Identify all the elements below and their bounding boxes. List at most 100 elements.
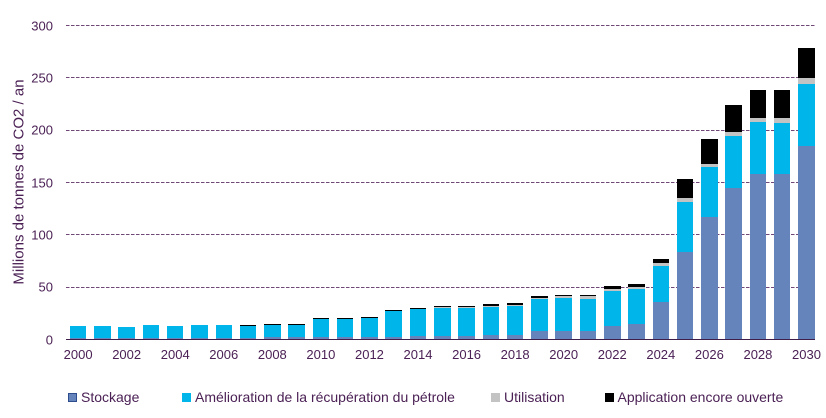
bar-2010-application [312, 318, 330, 320]
bar-2015-utilisation [434, 307, 451, 308]
bar-2029-utilisation [773, 118, 791, 123]
y-tick-label-300: 300 [31, 18, 53, 33]
bar-2014-application [409, 307, 427, 309]
bar-2000-amelioration [69, 326, 87, 338]
x-tick-label-2026: 2026 [694, 347, 724, 362]
bar-2022-utilisation [604, 288, 621, 292]
bar-2026-amelioration [701, 166, 718, 217]
bar-2008-stockage [264, 336, 281, 339]
bar-2013-amelioration [385, 311, 402, 337]
bar-2001-amelioration [94, 326, 111, 338]
y-tick-label-100: 100 [31, 227, 53, 243]
bar-2020-amelioration [555, 298, 572, 332]
bar-2024-utilisation [652, 262, 670, 266]
bar-2015-amelioration [434, 307, 451, 336]
bar-2014-amelioration [409, 308, 427, 337]
bar-2016-stockage [458, 335, 475, 339]
bar-2019-application [531, 296, 548, 298]
bar-2026-application [701, 139, 718, 164]
bar-2028-utilisation [749, 118, 767, 123]
bar-2022-amelioration [604, 291, 621, 327]
bar-2025-application [676, 178, 694, 198]
x-tick-label-2004: 2004 [160, 347, 190, 362]
bar-2011-stockage [336, 336, 354, 339]
bar-2018-amelioration [506, 306, 524, 335]
bar-2010-stockage [312, 336, 330, 339]
bar-2025-amelioration [676, 201, 694, 253]
bar-2019-amelioration [531, 299, 548, 332]
legend-marker-stockage [68, 393, 77, 402]
bar-2008-application [264, 324, 281, 326]
x-tick-label-2000: 2000 [63, 347, 93, 362]
x-axis-line [66, 338, 815, 340]
x-tick-label-2018: 2018 [500, 347, 530, 362]
legend-label-stockage: Stockage [81, 389, 140, 405]
gridline-200 [66, 129, 815, 131]
bar-2026-utilisation [701, 163, 718, 167]
bar-2027-utilisation [725, 131, 742, 136]
bar-2018-stockage [506, 334, 524, 339]
bar-2000-stockage [69, 337, 87, 339]
bar-2012-application [361, 316, 378, 319]
bar-2016-application [458, 305, 475, 307]
gridline-150 [66, 182, 815, 183]
bar-2024-application [652, 259, 670, 263]
y-tick-label-0: 0 [45, 332, 53, 347]
bar-2005-amelioration [191, 325, 208, 338]
bar-2016-amelioration [458, 307, 475, 336]
bar-2007-stockage [239, 337, 257, 339]
x-tick-label-2016: 2016 [452, 347, 482, 362]
bar-2019-stockage [531, 331, 548, 339]
bar-2030-amelioration [798, 84, 815, 147]
bar-2003-amelioration [142, 325, 160, 338]
bar-2001-stockage [94, 337, 111, 339]
x-tick-label-2002: 2002 [112, 347, 142, 362]
bar-2009-application [288, 324, 305, 326]
bar-2027-amelioration [725, 135, 742, 189]
legend-label-application: Application encore ouverte [617, 389, 784, 405]
x-tick-label-2020: 2020 [549, 347, 579, 362]
bar-2009-amelioration [288, 325, 305, 337]
y-tick-label-150: 150 [31, 175, 53, 190]
bar-2004-amelioration [166, 326, 184, 338]
bar-2030-application [798, 48, 815, 79]
bar-2017-application [482, 304, 500, 306]
bar-2018-utilisation [506, 304, 524, 307]
bar-2013-stockage [385, 336, 402, 339]
bar-2029-application [773, 90, 791, 119]
bar-2017-amelioration [482, 307, 500, 336]
bar-2013-application [385, 310, 402, 312]
bar-2018-application [506, 303, 524, 305]
bar-2011-amelioration [336, 318, 354, 337]
bar-2020-stockage [555, 331, 572, 339]
bar-2030-stockage [798, 146, 815, 339]
bar-2002-amelioration [118, 327, 135, 338]
y-tick-label-250: 250 [31, 70, 53, 86]
bar-2020-application [555, 294, 572, 297]
bar-2027-stockage [725, 188, 742, 339]
bar-2021-stockage [579, 330, 597, 339]
gridline-300 [66, 25, 815, 26]
bar-2017-utilisation [482, 305, 500, 308]
bar-2004-stockage [166, 337, 184, 339]
bar-2007-amelioration [239, 326, 257, 338]
x-tick-label-2008: 2008 [257, 347, 287, 362]
bar-2030-utilisation [798, 78, 815, 85]
bar-2015-application [434, 306, 451, 308]
bar-2029-amelioration [773, 122, 791, 174]
x-tick-label-2030: 2030 [792, 347, 821, 362]
bar-2006-amelioration [215, 325, 233, 338]
bar-2015-stockage [434, 335, 451, 339]
bar-2028-application [749, 89, 767, 119]
x-tick-label-2006: 2006 [209, 347, 239, 362]
bar-2010-amelioration [312, 319, 330, 337]
bar-2012-amelioration [361, 318, 378, 337]
bar-2023-utilisation [628, 286, 645, 290]
bar-2021-amelioration [579, 298, 597, 331]
bar-2024-stockage [652, 302, 670, 339]
bar-2006-stockage [215, 337, 233, 339]
bar-2019-utilisation [531, 297, 548, 300]
y-tick-label-200: 200 [31, 122, 53, 138]
bar-2028-stockage [749, 173, 767, 339]
x-tick-label-2010: 2010 [306, 347, 336, 362]
